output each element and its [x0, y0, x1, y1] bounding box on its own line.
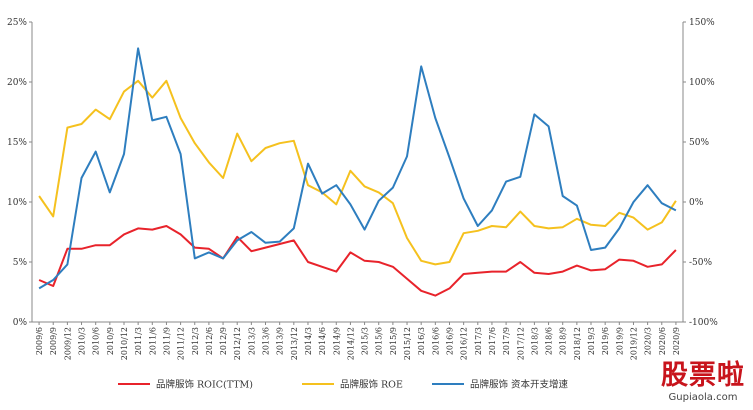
x-tick-label: 2019/6	[601, 327, 610, 355]
legend-label: 品牌服饰 ROIC(TTM)	[156, 379, 253, 391]
x-tick-label: 2018/6	[545, 327, 554, 355]
y-right-tick-label: 50%	[689, 138, 709, 148]
x-tick-label: 2012/9	[219, 327, 228, 355]
x-tick-label: 2020/3	[644, 327, 653, 355]
x-tick-label: 2011/12	[177, 327, 186, 360]
x-tick-label: 2016/12	[460, 327, 469, 360]
x-tick-label: 2017/3	[474, 327, 483, 355]
x-tick-label: 2013/3	[247, 327, 256, 355]
y-right-tick-label: -50%	[689, 258, 712, 268]
legend-label: 品牌服饰 资本开支增速	[470, 379, 569, 391]
x-tick-label: 2011/6	[148, 327, 157, 355]
x-tick-label: 2013/9	[276, 327, 285, 355]
x-tick-label: 2019/12	[629, 327, 638, 360]
x-tick-label: 2019/9	[615, 327, 624, 355]
series-line-2	[38, 79, 677, 266]
x-tick-label: 2009/6	[35, 327, 44, 355]
x-tick-label: 2016/6	[431, 327, 440, 355]
legend-label: 品牌服饰 ROE	[340, 379, 403, 391]
x-tick-label: 2015/12	[403, 327, 412, 360]
x-tick-label: 2020/9	[672, 327, 681, 355]
series-line-1	[38, 225, 677, 297]
watermark-logo: 股票啦 Gupiaola.com	[661, 360, 745, 403]
x-tick-label: 2013/12	[290, 327, 299, 360]
y-left-tick-label: 25%	[7, 18, 27, 28]
y-left-tick-label: 5%	[13, 258, 28, 268]
x-tick-label: 2016/3	[417, 327, 426, 355]
x-tick-label: 2011/3	[134, 327, 143, 355]
x-tick-label: 2019/3	[587, 327, 596, 355]
x-tick-label: 2010/3	[78, 327, 87, 355]
y-right-tick-label: -100%	[689, 318, 718, 328]
x-tick-label: 2014/6	[318, 327, 327, 355]
series-line-3	[38, 47, 677, 290]
y-left-tick-label: 20%	[7, 78, 27, 88]
x-tick-label: 2014/3	[304, 327, 313, 355]
x-tick-label: 2018/12	[573, 327, 582, 360]
x-tick-label: 2014/12	[346, 327, 355, 360]
x-tick-label: 2010/12	[120, 327, 129, 360]
y-left-tick-label: 10%	[7, 198, 27, 208]
x-tick-label: 2011/9	[162, 327, 171, 355]
y-left-tick-label: 0%	[13, 318, 28, 328]
x-tick-label: 2016/9	[445, 327, 454, 355]
x-tick-label: 2012/12	[233, 327, 242, 360]
x-tick-label: 2015/9	[389, 327, 398, 355]
x-tick-label: 2020/6	[658, 327, 667, 355]
y-right-tick-label: 150%	[689, 18, 715, 28]
x-tick-label: 2010/9	[106, 327, 115, 355]
x-tick-label: 2017/12	[516, 327, 525, 360]
x-tick-label: 2018/9	[559, 327, 568, 355]
x-tick-label: 2017/9	[502, 327, 511, 355]
y-right-tick-label: 100%	[689, 78, 715, 88]
x-tick-label: 2015/3	[361, 327, 370, 355]
y-left-tick-label: 15%	[7, 138, 27, 148]
x-tick-label: 2012/3	[191, 327, 200, 355]
x-tick-label: 2014/9	[332, 327, 341, 355]
x-tick-label: 2009/9	[49, 327, 58, 355]
x-tick-label: 2009/12	[63, 327, 72, 360]
x-tick-label: 2012/6	[205, 327, 214, 355]
x-tick-label: 2013/6	[262, 327, 271, 355]
x-tick-label: 2018/3	[530, 327, 539, 355]
y-right-tick-label: 0%	[689, 198, 704, 208]
x-tick-label: 2010/6	[92, 327, 101, 355]
x-tick-label: 2017/6	[488, 327, 497, 355]
x-tick-label: 2015/6	[375, 327, 384, 355]
